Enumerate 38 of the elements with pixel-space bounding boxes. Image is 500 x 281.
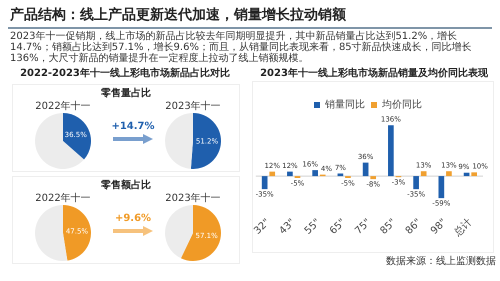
chart-title: 2023年十一线上彩电市场新品销量及均价同比表现 [259,66,489,81]
bar [388,125,394,176]
bar [287,172,293,176]
x-tick-label: 65" [328,216,348,237]
bar [413,176,419,190]
x-tick-label: 总计 [450,216,474,240]
x-tick-label: 98" [428,216,450,237]
text: +14.7% [110,121,156,132]
text: 2022-2023年十一线上彩电市场新品占比对比 [19,66,231,80]
x-tick-label: 85" [378,216,399,237]
bar [370,176,376,180]
chart-title: 2023年十一 [164,100,222,113]
x-tick-label: 86" [404,216,424,237]
chart-title: 2022年十一 [34,192,92,205]
text: 2023年十一促销期，线上市场的新品占比较去年同期明显提升，其中新品销量占比达到51.2%，增长14.7%；销额占比达到57.1%，增长9.6%；而且，从销量同比表现来看，85寸新品快速成长，同比增长136%，大尺寸新品的销量提升在一定程度上拉动了线上销额规模。 [10,31,473,64]
text: +9.6% [114,213,152,224]
text: 产品结构：线上产品更新迭代加速，销量增长拉动销额 [10,6,346,24]
x-tick-label: 43" [277,216,298,237]
bar [420,171,427,176]
bar [446,171,452,176]
x-tick-label: 55" [302,216,323,237]
bar [438,176,444,198]
chart-title: 2022年十一 [34,100,92,113]
bar [338,173,344,176]
legend-label: 均价同比 [381,98,422,111]
bar [262,176,268,190]
source-note: 数据来源：线上监测数据 [385,254,496,268]
bar [362,162,368,176]
chart-title: 2023年十一 [164,192,222,205]
text: 零售额占比 [100,178,152,192]
bar [464,172,470,176]
legend-label: 销量同比 [324,98,365,111]
x-tick-label: 32" [252,216,272,237]
bar [269,172,276,176]
text: 零售量占比 [100,86,152,100]
x-tick-label: 75" [353,216,374,237]
bar [471,172,478,176]
bar [312,170,318,176]
